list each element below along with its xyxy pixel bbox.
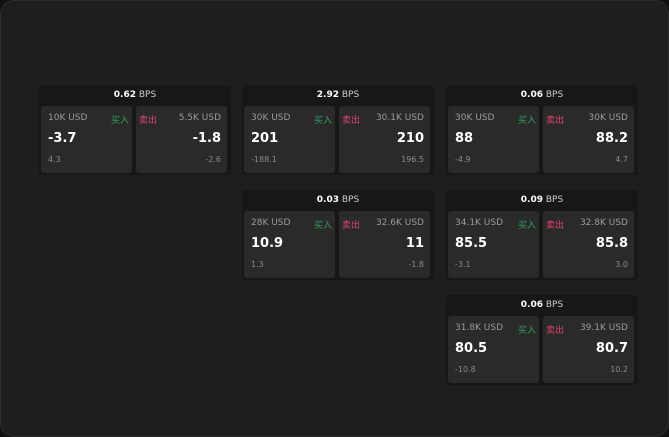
spread-unit: BPS [545, 300, 564, 310]
spread-header: 0.06 BPS [446, 295, 638, 316]
spread-value: 0.62 [113, 90, 136, 100]
spread-value: 0.09 [520, 195, 543, 205]
spread-unit: BPS [341, 90, 360, 100]
spread-value: 0.06 [520, 300, 543, 310]
buy-amount: 31.8K USD [455, 323, 504, 333]
buy-change: -10.8 [455, 365, 476, 374]
sell-change: 10.2 [610, 365, 628, 374]
buy-label: 买入 [313, 221, 332, 231]
sell-price: 88.2 [595, 131, 628, 146]
buy-button[interactable]: 28K USD 买入 10.9 1.3 [244, 211, 335, 278]
sell-label: 卖出 [342, 116, 361, 126]
sell-price: 80.7 [595, 341, 628, 356]
buy-amount: 10K USD [48, 113, 88, 123]
buy-button[interactable]: 30K USD 买入 201 -188.1 [244, 106, 335, 173]
spread-unit: BPS [545, 195, 564, 205]
buy-label: 买入 [517, 326, 536, 336]
buy-price: 88 [455, 131, 474, 146]
sell-price: 11 [405, 236, 424, 251]
buy-change: -3.1 [455, 260, 471, 269]
spread-header: 0.03 BPS [242, 190, 434, 211]
sell-amount: 32.8K USD [579, 218, 628, 228]
spread-header: 0.09 BPS [446, 190, 638, 211]
spread-header: 2.92 BPS [242, 85, 434, 106]
sell-change: -2.6 [205, 155, 221, 164]
spread-unit: BPS [545, 90, 564, 100]
spread-unit: BPS [341, 195, 360, 205]
buy-button[interactable]: 31.8K USD 买入 80.5 -10.8 [448, 316, 539, 383]
quote-card: 0.06 BPS 30K USD 买入 88 -4.9 卖出 30K USD 8… [446, 85, 638, 175]
sell-price: 210 [396, 131, 424, 146]
buy-change: -4.9 [455, 155, 471, 164]
buy-amount: 34.1K USD [455, 218, 504, 228]
quote-card: 0.09 BPS 34.1K USD 买入 85.5 -3.1 卖出 32.8K… [446, 190, 638, 280]
spread-header: 0.06 BPS [446, 85, 638, 106]
sell-price: -1.8 [192, 131, 221, 146]
quote-card: 2.92 BPS 30K USD 买入 201 -188.1 卖出 30.1K … [242, 85, 434, 175]
spread-value: 0.06 [520, 90, 543, 100]
sell-button[interactable]: 卖出 32.8K USD 85.8 3.0 [543, 211, 634, 278]
sell-button[interactable]: 卖出 32.6K USD 11 -1.8 [339, 211, 430, 278]
buy-label: 买入 [313, 116, 332, 126]
buy-change: 4.3 [48, 155, 61, 164]
buy-label: 买入 [517, 221, 536, 231]
sell-change: 196.5 [401, 155, 424, 164]
sell-amount: 30.1K USD [375, 113, 424, 123]
sell-label: 卖出 [546, 326, 565, 336]
spread-value: 0.03 [316, 195, 339, 205]
sell-label: 卖出 [546, 221, 565, 231]
buy-label: 买入 [517, 116, 536, 126]
sell-change: 4.7 [615, 155, 628, 164]
buy-price: 10.9 [251, 236, 284, 251]
sell-button[interactable]: 卖出 5.5K USD -1.8 -2.6 [136, 106, 227, 173]
buy-button[interactable]: 34.1K USD 买入 85.5 -3.1 [448, 211, 539, 278]
quote-card: 0.62 BPS 10K USD 买入 -3.7 4.3 卖出 5.5K USD… [39, 85, 231, 175]
buy-change: -188.1 [251, 155, 277, 164]
buy-amount: 28K USD [251, 218, 291, 228]
buy-label: 买入 [110, 116, 129, 126]
sell-amount: 32.6K USD [375, 218, 424, 228]
spread-value: 2.92 [316, 90, 339, 100]
sell-label: 卖出 [546, 116, 565, 126]
buy-amount: 30K USD [251, 113, 291, 123]
buy-price: 201 [251, 131, 279, 146]
sell-button[interactable]: 卖出 30K USD 88.2 4.7 [543, 106, 634, 173]
sell-amount: 5.5K USD [178, 113, 221, 123]
sell-amount: 30K USD [588, 113, 628, 123]
buy-price: 85.5 [455, 236, 488, 251]
sell-button[interactable]: 卖出 39.1K USD 80.7 10.2 [543, 316, 634, 383]
sell-label: 卖出 [342, 221, 361, 231]
buy-button[interactable]: 10K USD 买入 -3.7 4.3 [41, 106, 132, 173]
sell-amount: 39.1K USD [579, 323, 628, 333]
spread-unit: BPS [138, 90, 157, 100]
spread-header: 0.62 BPS [39, 85, 231, 106]
buy-price: -3.7 [48, 131, 77, 146]
sell-price: 85.8 [595, 236, 628, 251]
sell-button[interactable]: 卖出 30.1K USD 210 196.5 [339, 106, 430, 173]
buy-price: 80.5 [455, 341, 488, 356]
sell-change: 3.0 [615, 260, 628, 269]
quote-card: 0.03 BPS 28K USD 买入 10.9 1.3 卖出 32.6K US… [242, 190, 434, 280]
buy-amount: 30K USD [455, 113, 495, 123]
buy-button[interactable]: 30K USD 买入 88 -4.9 [448, 106, 539, 173]
sell-change: -1.8 [408, 260, 424, 269]
sell-label: 卖出 [139, 116, 158, 126]
quote-card: 0.06 BPS 31.8K USD 买入 80.5 -10.8 卖出 39.1… [446, 295, 638, 385]
buy-change: 1.3 [251, 260, 264, 269]
